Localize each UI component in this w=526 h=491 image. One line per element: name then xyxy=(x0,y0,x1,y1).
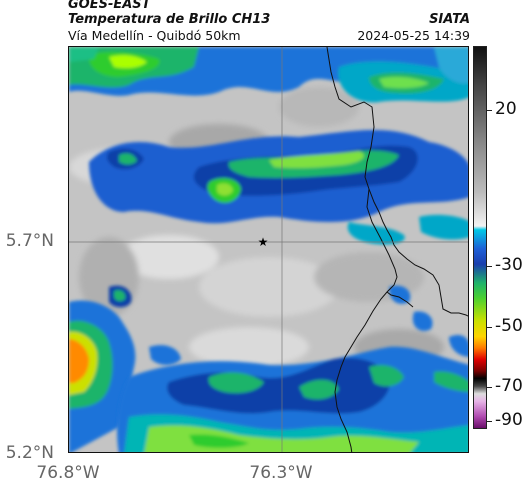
colorbar-tick xyxy=(487,387,492,388)
colorbar-label-m30: -30 xyxy=(495,255,523,275)
site-marker: ★ xyxy=(258,235,269,249)
coastline xyxy=(334,188,398,452)
product-title: GOES-EAST xyxy=(68,0,151,12)
satellite-map[interactable]: ★ xyxy=(68,46,469,453)
colorbar-tick xyxy=(487,110,492,111)
product-subtitle: Temperatura de Brillo CH13 xyxy=(68,12,271,27)
lon-label-76.8: 76.8°W xyxy=(36,463,100,483)
colorbar-label-20: 20 xyxy=(495,99,517,119)
cloud-bottom xyxy=(117,346,468,452)
colorbar-label-m70: -70 xyxy=(495,376,523,396)
datetime-label: 2024-05-25 14:39 xyxy=(357,28,470,43)
cloud-right xyxy=(389,285,468,357)
satellite-image: ★ xyxy=(69,47,468,452)
lon-label-76.3: 76.3°W xyxy=(249,463,313,483)
location-label: Vía Medellín - Quibdó 50km xyxy=(68,28,241,43)
colorbar-label-m90: -90 xyxy=(495,410,523,430)
colorbar-tick xyxy=(487,266,492,267)
border-line xyxy=(326,47,468,317)
colorbar-tick xyxy=(487,421,492,422)
colorbar-label-m50: -50 xyxy=(495,316,523,336)
cloud-top xyxy=(69,47,468,103)
lat-label-5.2: 5.2°N xyxy=(5,443,54,463)
colorbar-tick xyxy=(487,327,492,328)
colorbar xyxy=(473,46,487,429)
river-line xyxy=(386,291,414,308)
gridlines xyxy=(69,47,468,452)
lat-label-5.7: 5.7°N xyxy=(5,231,54,251)
borders xyxy=(326,47,468,452)
organization-label: SIATA xyxy=(429,12,470,27)
